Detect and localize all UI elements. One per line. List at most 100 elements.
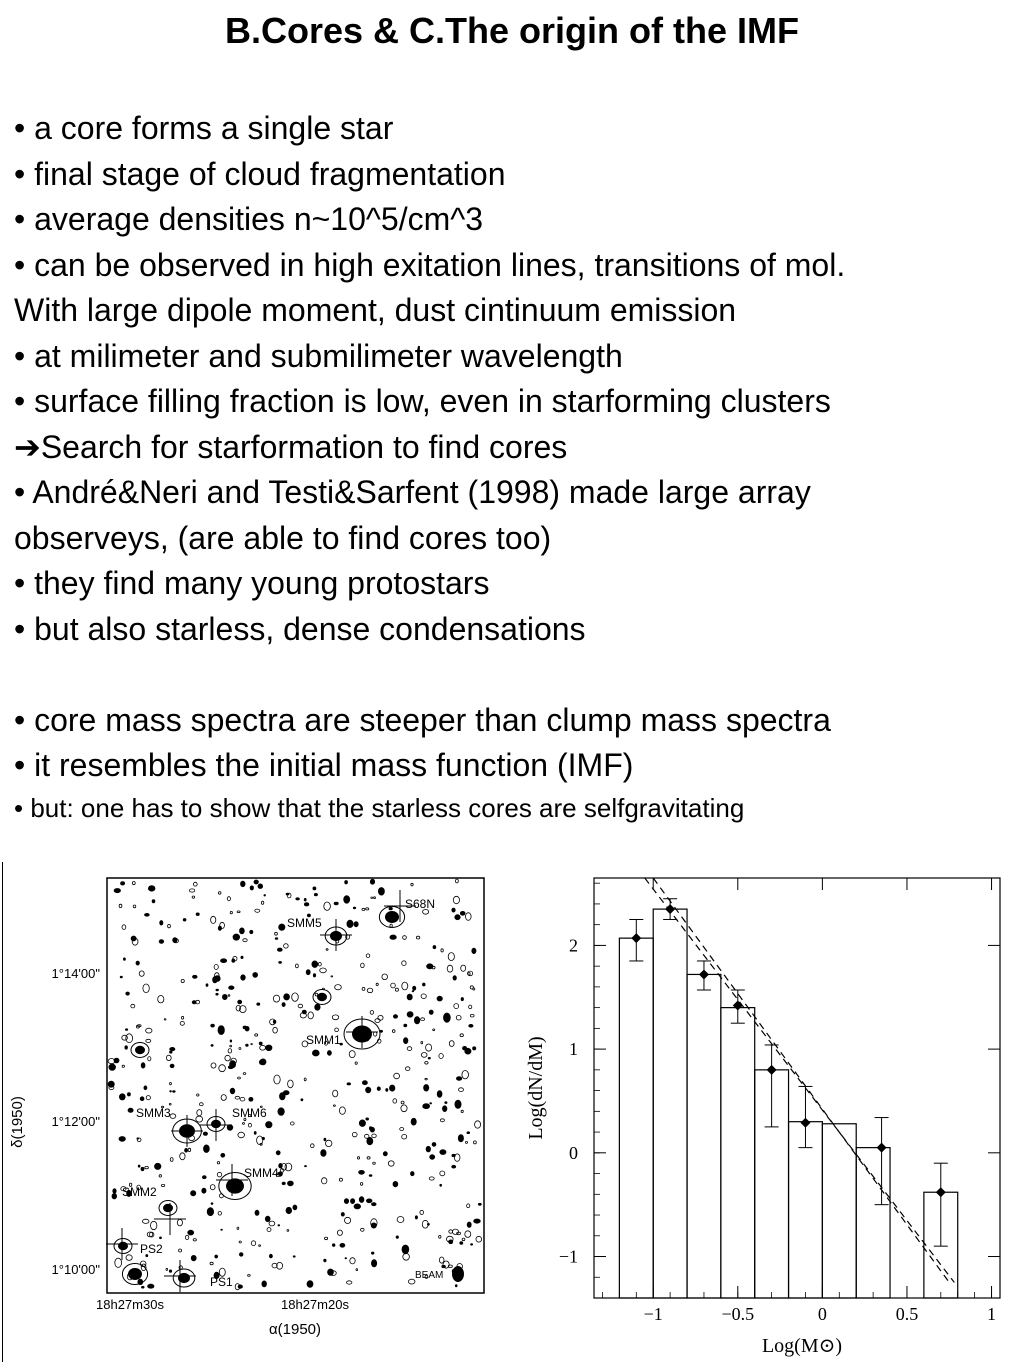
map-contour [118,903,123,909]
map-contour [460,1109,464,1113]
bullet-line: • it resembles the initial mass function… [14,747,634,783]
map-source-crosses [106,890,416,1292]
map-contour [237,999,243,1005]
map-contour [469,985,474,990]
map-contour [394,987,399,992]
map-contour [427,1056,431,1060]
map-contour [451,1164,457,1169]
map-contour [108,1063,116,1071]
map-contour [389,934,397,940]
map-contour [424,1077,428,1081]
map-contour [451,1228,459,1235]
map-contour [465,912,472,921]
map-contour [249,929,254,935]
bullet-line: • can be observed in high exitation line… [14,246,846,283]
map-contour [135,1024,140,1029]
map-contour [410,1117,417,1126]
map-contour [261,1136,265,1141]
chart-xlabel: Log(M⊙) [762,1335,842,1357]
map-contour [452,895,460,905]
chart-bin [652,908,688,1299]
map-contour [140,1263,147,1271]
map-contour [143,1085,148,1091]
mass-spectrum-chart: −1 −0.5 0 0.5 1 −1 0 1 2 Log(dN/dM) Log(M⊙) [525,877,1001,1357]
map-contour [191,1000,197,1005]
map-contour [182,918,187,922]
map-contour [111,1193,117,1200]
left-border-line [2,862,3,1362]
chart-bin [855,1147,891,1299]
map-contour [305,969,311,976]
map-contour [281,1002,286,1008]
map-contour [355,1268,359,1272]
map-contour [234,1095,241,1100]
map-contour [431,1142,437,1147]
map-contour [323,901,331,911]
map-contour [187,1229,195,1236]
map-condensation-contour [113,1238,133,1254]
chart-bin [720,1007,756,1299]
map-contour [470,1243,474,1246]
map-contour [324,1040,328,1046]
map-contour [395,1235,399,1239]
map-contour [319,967,327,974]
map-contour [446,964,454,973]
map-contour [273,1074,281,1085]
chart-xtick-label: −1 [644,1304,663,1324]
map-contour [303,1077,307,1082]
map-contour [477,1202,482,1206]
map-contour [329,1270,337,1276]
map-contour [125,991,130,996]
map-contour [216,1161,221,1165]
chart-fit-lines [644,877,955,1283]
map-contour [277,1171,283,1177]
map-contour [272,994,281,1003]
map-contour [425,1043,433,1052]
map-contour [306,913,311,918]
map-contour [392,1098,398,1104]
map-contour [466,1203,471,1209]
map-contour [243,1117,247,1122]
map-contour [392,1029,396,1033]
map-contour [423,1084,430,1092]
map-contour [439,1183,443,1187]
map-contour [376,1086,381,1091]
map-label-s68n: S68N [405,897,435,911]
map-contour [292,1255,296,1258]
map-contour [218,1064,226,1073]
map-contour [147,1056,152,1062]
map-contour [179,1021,185,1026]
map-contour [119,975,123,979]
map-contour [474,1120,482,1129]
chart-xtick-label: 1 [987,1304,996,1324]
map-contour [438,1053,444,1059]
map-contour [202,1175,207,1180]
map-contour [370,1222,377,1229]
map-contour [371,1251,375,1255]
map-contour [390,982,396,989]
map-contour [276,1261,284,1270]
map-contour [144,912,150,917]
map-contour [158,939,165,944]
map-xtick-2: 18h27m20s [281,1297,349,1312]
map-contour [259,1142,263,1146]
map-contour [219,921,225,929]
map-contour [132,881,136,886]
map-contour [420,1041,424,1045]
map-contour [227,1065,234,1070]
map-contour [372,1161,376,1165]
map-contour [218,1267,226,1277]
map-contour [458,1087,464,1092]
map-contour [339,1042,343,1046]
bullet-line: • average densities n~10^5/cm^3 [14,201,484,237]
map-contour [460,964,467,972]
bullet-line: • they find many young protostars [14,565,490,601]
map-contour [442,1260,450,1269]
map-contour [424,1061,429,1065]
map-contour [332,1089,339,1098]
map-contour [369,1126,375,1133]
map-contour [360,1227,365,1232]
map-contour [237,1284,243,1289]
map-contour [220,1228,223,1231]
map-contour [399,1127,405,1131]
